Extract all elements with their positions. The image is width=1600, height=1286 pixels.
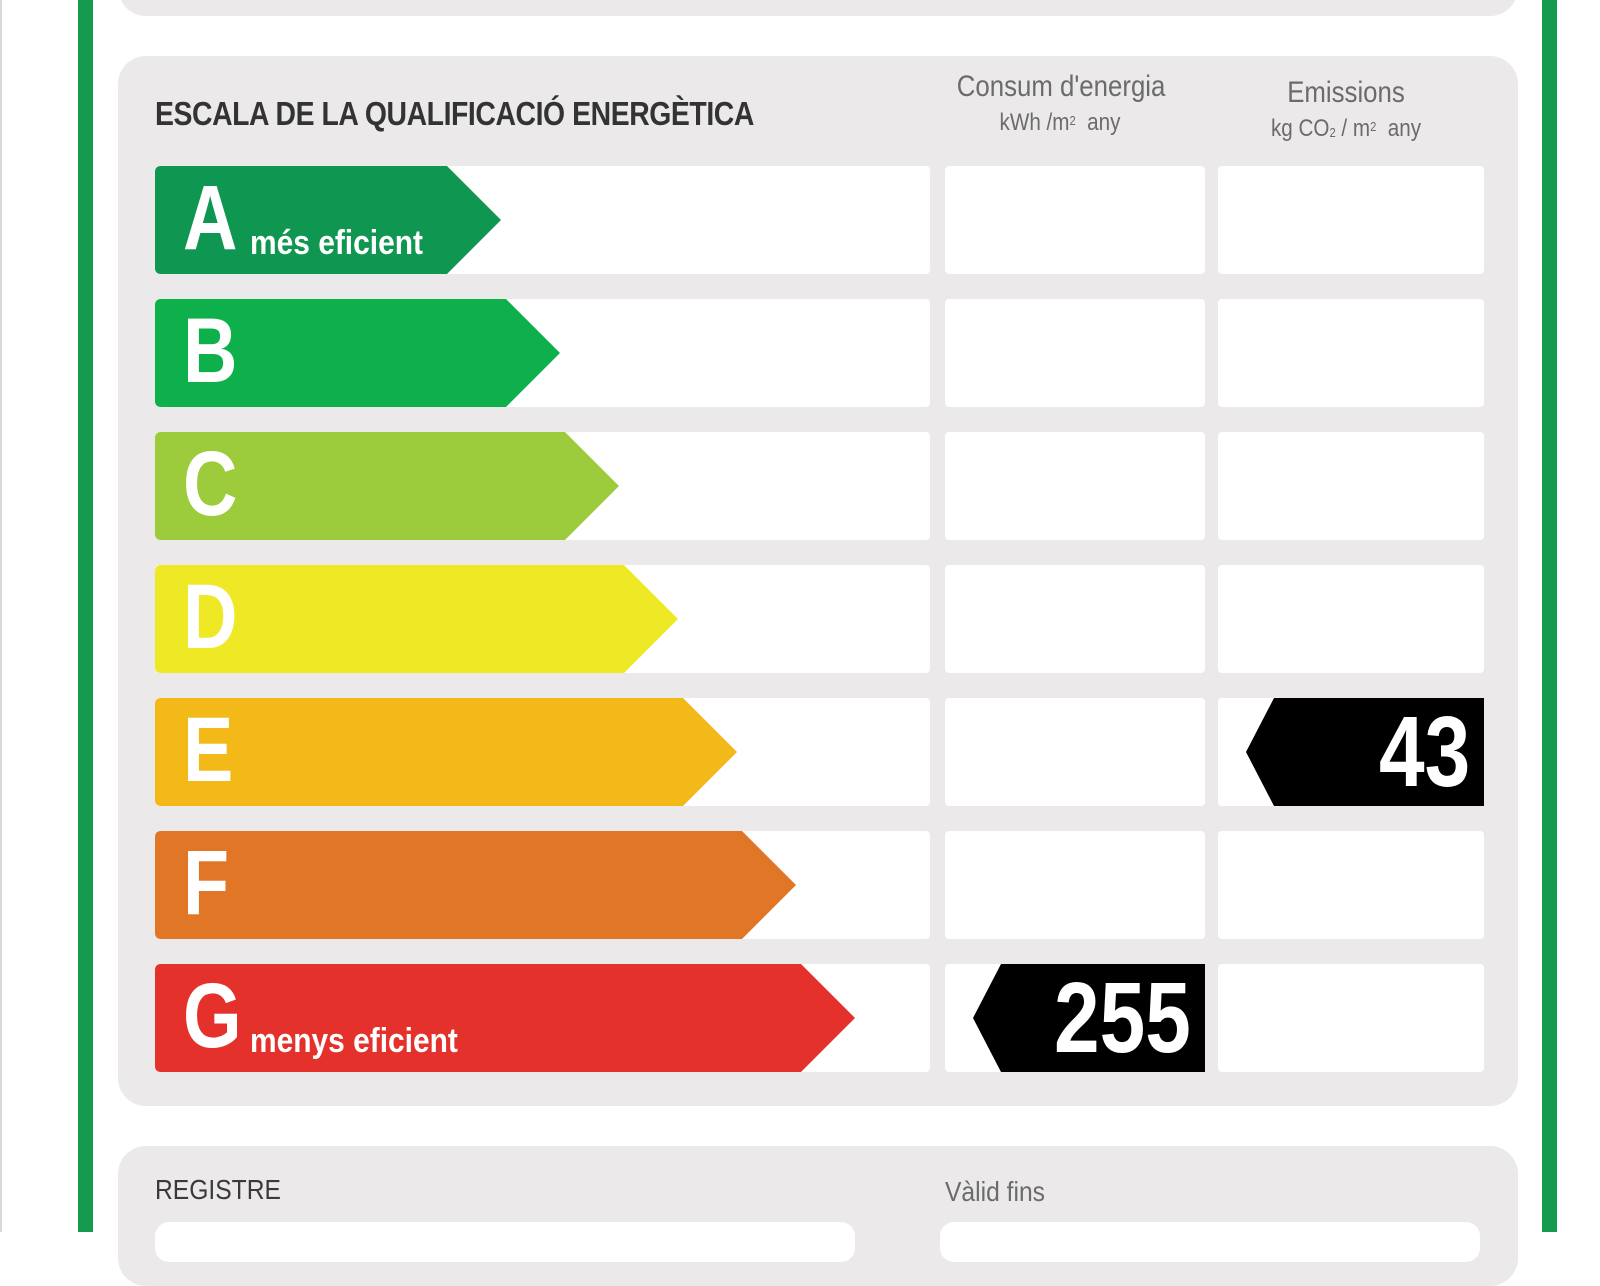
emissions-rating-indicator-value: 43 xyxy=(1378,696,1470,808)
energy-cell-f xyxy=(945,831,1205,939)
energy-class-letter: C xyxy=(183,433,238,535)
emissions-cell-f xyxy=(1218,831,1484,939)
energy-class-arrow-f: F xyxy=(155,831,796,939)
energy-class-arrow-d: D xyxy=(155,565,678,673)
emissions-cell-a xyxy=(1218,166,1484,274)
top-panel xyxy=(118,0,1518,16)
energy-cell-b xyxy=(945,299,1205,407)
registry-panel xyxy=(118,1146,1518,1286)
energy-class-description: més eficient xyxy=(250,224,423,262)
energy-cell-e xyxy=(945,698,1205,806)
energy-class-arrow-e: E xyxy=(155,698,737,806)
energy-class-letter: F xyxy=(183,832,230,934)
energy-column-label: Consum d'energia xyxy=(956,70,1166,103)
emissions-cell-b xyxy=(1218,299,1484,407)
label-frame-left xyxy=(78,0,93,1232)
energy-cell-a xyxy=(945,166,1205,274)
energy-column-unit: kWh /m2 any xyxy=(999,109,1121,136)
emissions-cell-d xyxy=(1218,565,1484,673)
emissions-cell-g xyxy=(1218,964,1484,1072)
energy-class-letter: B xyxy=(183,300,238,402)
energy-class-letter: A xyxy=(183,167,238,269)
energy-column-header: Consum d'energia kWh /m2 any xyxy=(956,70,1166,138)
emissions-column-label: Emissions xyxy=(1287,76,1405,109)
energy-cell-c xyxy=(945,432,1205,540)
valid-until-label: Vàlid fins xyxy=(945,1176,1045,1207)
energy-rating-indicator: 255 xyxy=(973,964,1205,1072)
emissions-column-unit: kg CO2 / m2 any xyxy=(1270,115,1422,142)
energy-class-arrow-b: B xyxy=(155,299,560,407)
page-left-edge xyxy=(0,0,2,1232)
emissions-column-header: Emissions kg CO2 / m2 any xyxy=(1231,76,1461,144)
registry-label: REGISTRE xyxy=(155,1174,281,1205)
scale-title: ESCALA DE LA QUALIFICACIÓ ENERGÈTICA xyxy=(155,95,754,132)
energy-cell-d xyxy=(945,565,1205,673)
label-frame-right xyxy=(1542,0,1557,1232)
energy-class-description: menys eficient xyxy=(250,1022,458,1060)
emissions-rating-indicator: 43 xyxy=(1246,698,1484,806)
energy-rating-indicator-value: 255 xyxy=(1054,962,1191,1074)
energy-class-letter: D xyxy=(183,566,238,668)
emissions-cell-c xyxy=(1218,432,1484,540)
valid-until-field xyxy=(940,1222,1480,1262)
energy-class-letter: G xyxy=(183,965,242,1067)
energy-class-letter: E xyxy=(183,699,234,801)
registry-field xyxy=(155,1222,855,1262)
energy-class-arrow-c: C xyxy=(155,432,619,540)
